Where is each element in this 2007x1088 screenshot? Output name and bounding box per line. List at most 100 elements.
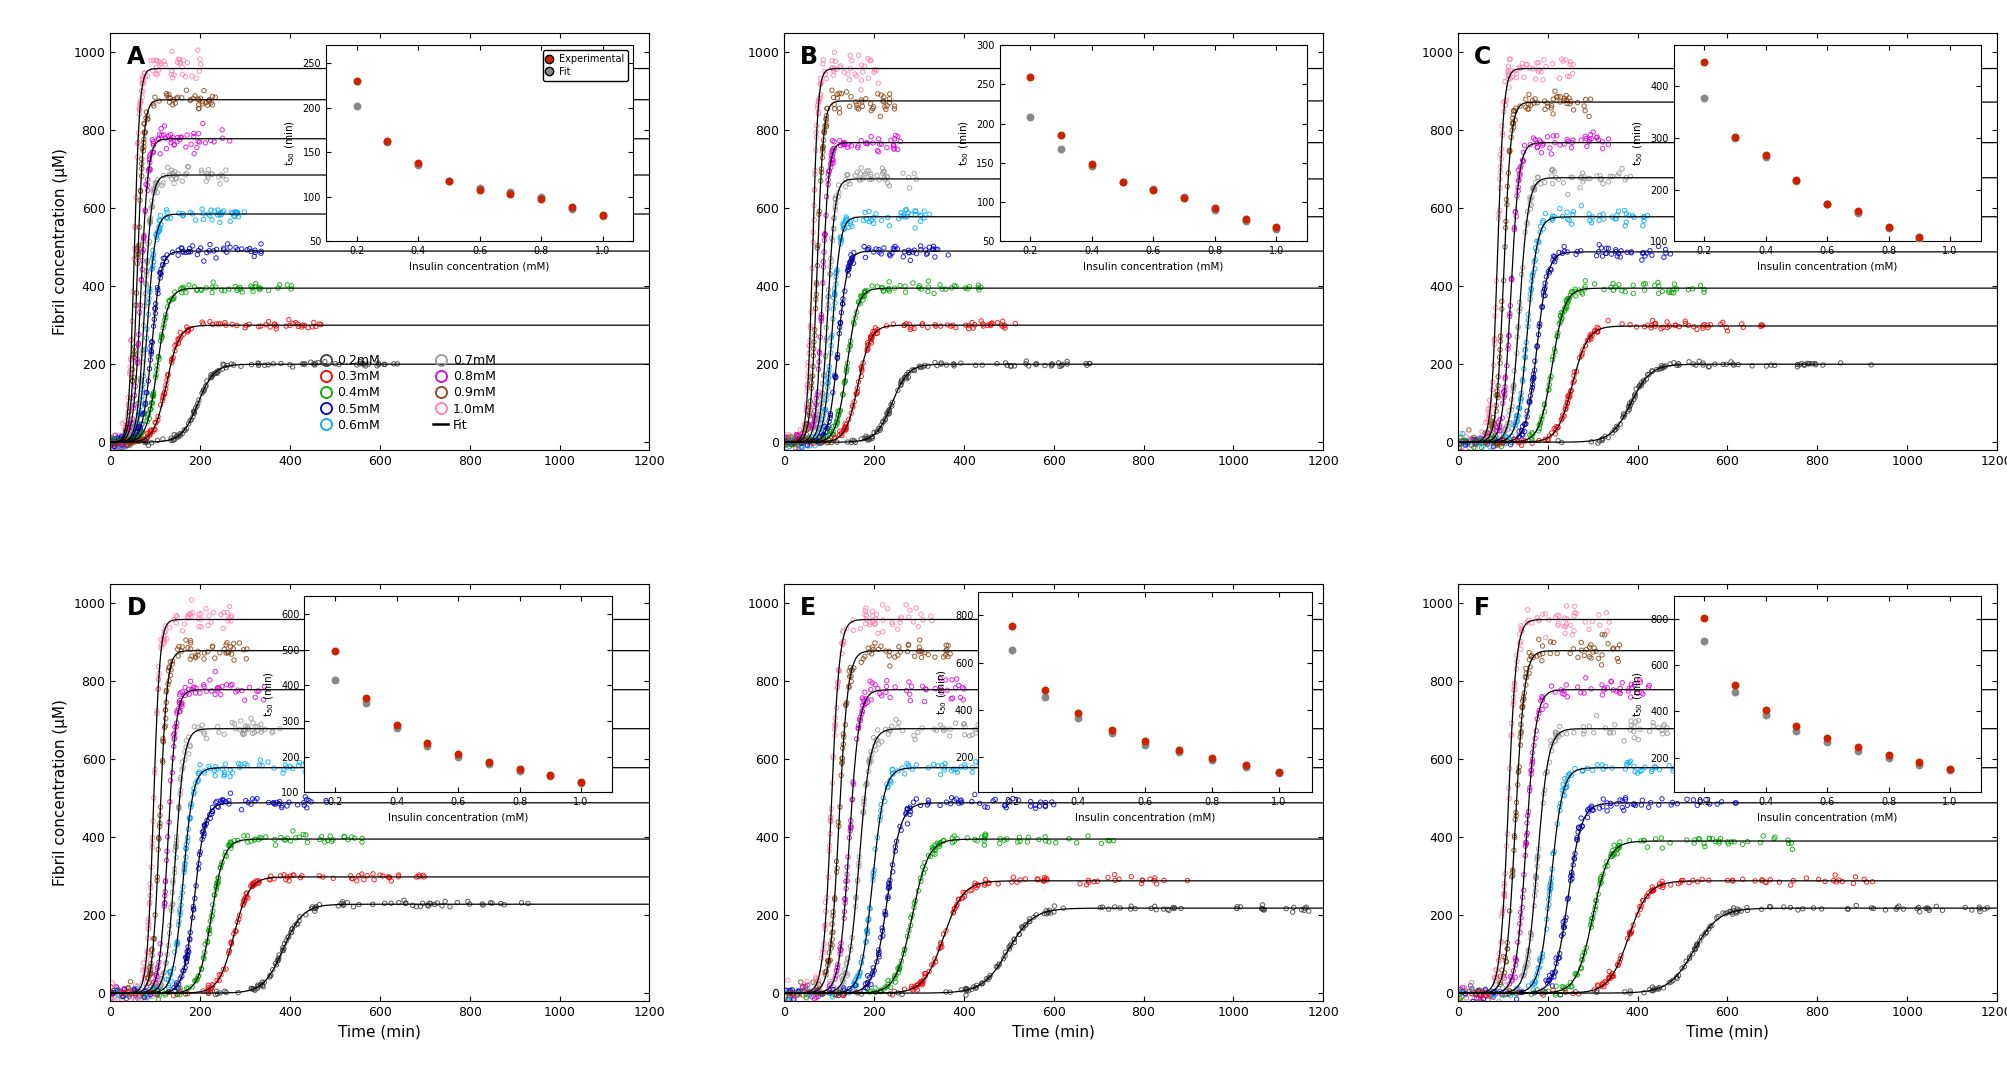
Point xyxy=(191,280,223,297)
Point xyxy=(108,980,140,998)
Point xyxy=(983,955,1016,973)
Point xyxy=(1602,419,1634,436)
Point xyxy=(851,912,883,929)
Point xyxy=(831,694,863,712)
Point xyxy=(1497,376,1529,394)
Point xyxy=(789,982,821,1000)
Point xyxy=(221,280,253,297)
Point xyxy=(1001,874,1034,891)
Point xyxy=(1533,967,1565,985)
Point xyxy=(875,397,907,415)
Point xyxy=(199,663,231,680)
Point xyxy=(159,66,191,84)
Point xyxy=(167,280,199,297)
Point xyxy=(891,682,923,700)
Point xyxy=(157,653,189,670)
Point xyxy=(1547,917,1580,935)
Point xyxy=(1507,372,1539,390)
Point xyxy=(849,790,881,807)
Point xyxy=(795,433,827,450)
Point xyxy=(98,435,130,453)
Point xyxy=(1521,981,1553,999)
Point xyxy=(263,720,295,738)
Point xyxy=(132,969,165,987)
Point xyxy=(819,368,851,385)
Point xyxy=(1489,986,1521,1003)
Point xyxy=(959,875,991,892)
Point xyxy=(165,327,197,345)
Point xyxy=(1443,435,1475,453)
Point xyxy=(1674,874,1706,891)
Point xyxy=(1493,305,1525,322)
Point xyxy=(229,792,261,809)
Point xyxy=(1513,195,1545,212)
Point xyxy=(805,309,837,326)
Point xyxy=(1525,949,1557,966)
Point xyxy=(1586,626,1618,643)
Point xyxy=(110,424,142,442)
Point xyxy=(817,750,849,767)
Point xyxy=(211,634,243,652)
Point xyxy=(118,399,151,417)
Point xyxy=(128,966,161,984)
Point xyxy=(857,641,889,658)
Point xyxy=(843,171,875,188)
Point xyxy=(1782,356,1814,373)
Point xyxy=(1116,898,1148,915)
Point xyxy=(1501,318,1533,335)
Point xyxy=(1586,431,1618,448)
Point xyxy=(1477,433,1509,450)
Point xyxy=(1606,673,1638,691)
Point xyxy=(157,69,189,86)
Point xyxy=(331,831,363,849)
Point xyxy=(1501,776,1533,793)
Point xyxy=(177,408,209,425)
Point xyxy=(805,312,837,330)
Point xyxy=(1517,376,1549,394)
Point xyxy=(951,981,983,999)
Point xyxy=(1624,379,1656,396)
Point xyxy=(1529,605,1561,622)
Point xyxy=(122,239,155,257)
Point xyxy=(1549,618,1582,635)
Point xyxy=(1004,829,1036,846)
Point xyxy=(277,866,309,883)
Point xyxy=(843,857,875,875)
Point xyxy=(901,977,933,994)
Point xyxy=(128,431,161,448)
Point xyxy=(243,874,275,891)
Point xyxy=(124,272,157,289)
Point xyxy=(955,980,987,998)
Point xyxy=(805,986,837,1003)
Point xyxy=(110,419,142,436)
Point xyxy=(905,242,937,259)
Point xyxy=(112,435,145,453)
Point xyxy=(891,366,923,383)
Point xyxy=(783,426,815,444)
Point xyxy=(195,806,227,824)
Point xyxy=(1662,875,1694,892)
Point xyxy=(1646,721,1678,739)
Point xyxy=(173,745,205,763)
Point xyxy=(949,726,981,743)
Point xyxy=(1580,901,1612,918)
Point xyxy=(801,276,833,294)
Point xyxy=(1694,917,1726,935)
Point xyxy=(1590,973,1622,990)
Point xyxy=(1497,378,1529,395)
Point xyxy=(829,416,861,433)
Point xyxy=(1487,126,1519,144)
Point xyxy=(1479,397,1511,415)
Point xyxy=(825,426,857,444)
Point xyxy=(1507,967,1539,985)
Point xyxy=(1477,420,1509,437)
Point xyxy=(893,169,925,186)
Point xyxy=(801,396,833,413)
Point xyxy=(1537,964,1569,981)
Point xyxy=(1523,952,1555,969)
Point xyxy=(124,425,157,443)
Point xyxy=(821,863,853,880)
Point xyxy=(773,990,805,1007)
Point xyxy=(829,961,861,978)
Point xyxy=(981,959,1014,976)
